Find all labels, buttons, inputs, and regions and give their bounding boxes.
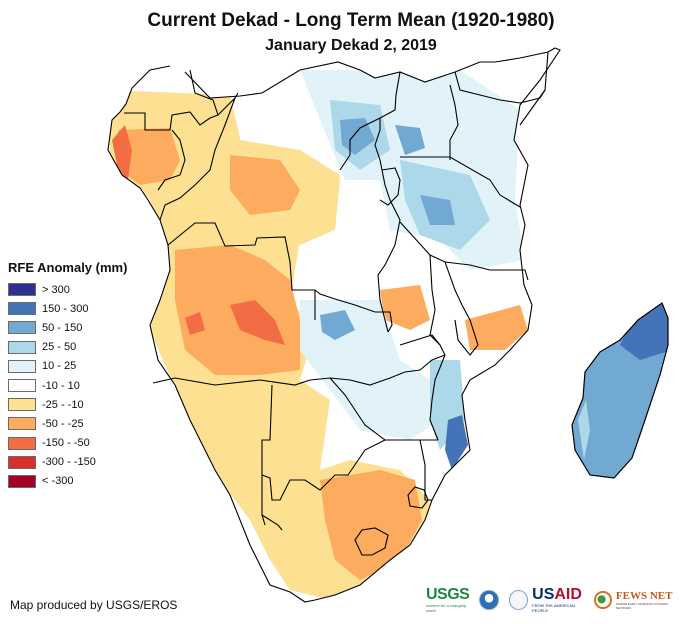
legend-swatch: [8, 359, 36, 373]
border-zim-mozambique: [429, 354, 446, 441]
wet-core-mozambique-coast: [445, 415, 468, 470]
credit-text: Map produced by USGS/EROS: [10, 598, 178, 612]
wet-core-drc: [340, 118, 375, 155]
eswatini-outline: [407, 486, 429, 509]
legend-swatch: [8, 340, 36, 354]
usaid-tagline: FROM THE AMERICAN PEOPLE: [532, 603, 575, 613]
legend-label: -150 - -50: [42, 437, 90, 450]
legend-label: 50 - 150: [42, 321, 83, 334]
usaid-logo: USAID FROM THE AMERICAN PEOPLE: [532, 586, 590, 614]
legend-item: -25 - -10: [8, 395, 127, 414]
noaa-logo-icon: [479, 590, 499, 610]
border-rwanda-burundi: [379, 167, 401, 206]
deficit-zone-zambia: [380, 285, 430, 330]
country-borders: [107, 47, 561, 603]
legend-title: RFE Anomaly (mm): [8, 260, 128, 275]
wet-core-zambia: [320, 310, 355, 340]
legend-item: < -300: [8, 472, 127, 491]
mainland-africa: [108, 48, 560, 602]
border-drc-west: [159, 97, 236, 221]
legend-swatch: [8, 302, 36, 316]
border-botswana-sa: [261, 439, 386, 501]
legend-label: 25 - 50: [42, 341, 77, 354]
border-drc-east: [339, 71, 401, 171]
usgs-logo: USGS science for a changing world: [426, 586, 475, 614]
border-namibia-botswana: [261, 384, 273, 526]
strong-deficit-angola-w: [185, 312, 205, 335]
legend-swatch: [8, 436, 36, 450]
legend-label: 150 - 300: [42, 302, 89, 315]
legend-swatch: [8, 283, 36, 297]
fews-globe-icon: [594, 591, 612, 609]
usgs-wordmark: USGS: [426, 586, 470, 603]
wet-core-tanzania: [420, 195, 455, 225]
legend-swatch: [8, 321, 36, 335]
madagascar: [571, 302, 669, 479]
legend-label: 10 - 25: [42, 360, 77, 373]
border-zambia-mozambique: [399, 334, 441, 346]
usaid-aid: AID: [554, 586, 582, 603]
border-malawi-mozambique: [444, 261, 479, 356]
legend-item: -300 - -150: [8, 453, 127, 472]
deficit-zone-gabon: [118, 128, 180, 185]
legend: RFE Anomaly (mm) > 300 150 - 300 50 - 150 2…: [8, 260, 127, 491]
legend-swatch: [8, 417, 36, 431]
legend-item: 150 - 300: [8, 299, 127, 318]
border-uganda-kenya: [449, 84, 459, 160]
coastline: [107, 47, 561, 603]
map-subtitle: January Dekad 2, 2019: [265, 37, 437, 54]
border-angola-north: [167, 222, 316, 320]
legend-swatch: [8, 379, 36, 393]
deficit-zone-sa: [320, 470, 422, 580]
legend-item: -50 - -25: [8, 414, 127, 433]
fewsnet-logo: FEWS NET FAMINE EARLY WARNING SYSTEMS NE…: [616, 590, 682, 610]
legend-label: -300 - -150: [42, 456, 96, 469]
legend-label: -10 - 10: [42, 379, 80, 392]
legend-label: -50 - -25: [42, 417, 84, 430]
legend-label: < -300: [42, 475, 74, 488]
legend-item: -150 - -50: [8, 434, 127, 453]
border-congo: [157, 129, 186, 191]
border-ethiopia: [454, 71, 546, 104]
map-title: Current Dekad - Long Term Mean (1920-198…: [147, 10, 555, 31]
deficit-zone-mozambique: [465, 305, 528, 350]
wet-core-uganda: [395, 125, 425, 155]
strong-deficit-coast: [112, 125, 132, 180]
border-drc-zambia: [314, 289, 393, 333]
lesotho-outline: [354, 527, 389, 556]
partner-logos: USGS science for a changing world USAID …: [426, 585, 682, 615]
fewsnet-wordmark: FEWS NET: [615, 590, 673, 602]
usaid-seal-icon: [508, 590, 529, 610]
border-cameroon-gabon: [124, 111, 219, 131]
border-botswana-zim: [329, 377, 438, 441]
legend-item: 50 - 150: [8, 318, 127, 337]
legend-item: > 300: [8, 280, 127, 299]
madagascar-wet-north: [620, 303, 668, 360]
legend-item: 25 - 50: [8, 338, 127, 357]
madagascar-edge-light: [578, 400, 590, 460]
usgs-tagline: science for a changing world: [426, 603, 467, 613]
deficit-zone-drc: [230, 155, 300, 215]
fewsnet-tagline: FAMINE EARLY WARNING SYSTEMS NETWORK: [615, 602, 668, 610]
border-namibia-sa: [261, 514, 283, 531]
legend-item: -10 - 10: [8, 376, 127, 395]
legend-item: 10 - 25: [8, 357, 127, 376]
border-namibia-angola: [152, 377, 311, 386]
madagascar-fields: [578, 303, 668, 460]
madagascar-outline: [571, 302, 669, 479]
legend-label: -25 - -10: [42, 398, 84, 411]
legend-swatch: [8, 474, 36, 488]
border-cameroon-car: [189, 69, 219, 116]
usaid-us: US: [532, 586, 555, 603]
border-drc-tanzania: [374, 118, 401, 333]
legend-swatch: [8, 398, 36, 412]
border-zambia-malawi: [429, 254, 446, 356]
legend-label: > 300: [42, 283, 70, 296]
border-zambia-zimbabwe: [309, 354, 446, 386]
legend-swatch: [8, 455, 36, 469]
border-kenya-tanzania: [400, 156, 521, 208]
strong-deficit-angola: [230, 300, 285, 345]
